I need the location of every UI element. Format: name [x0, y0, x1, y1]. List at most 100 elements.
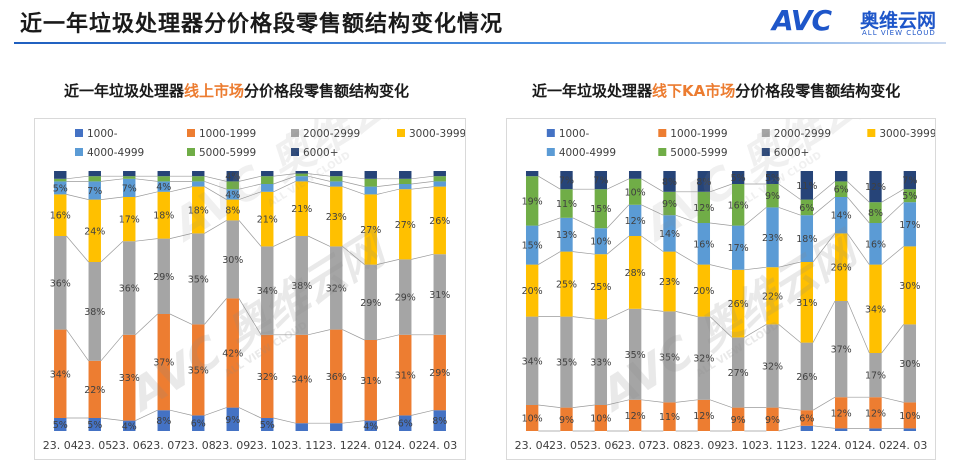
data-label-23-05-2000-2999: 38% — [84, 307, 105, 318]
series-connector-line — [273, 181, 296, 193]
series-connector-line — [135, 191, 158, 198]
series-connector-line — [709, 222, 733, 226]
series-connector-line — [135, 178, 158, 182]
bar-segment-23-06-1000-1999 — [594, 405, 608, 431]
bar-segment-24-01-5000-5999 — [834, 181, 848, 197]
series-connector-line — [100, 178, 124, 182]
series-connector-line — [238, 298, 262, 335]
data-label-24-02-2000-2999: 29% — [395, 293, 416, 304]
series-connector-line — [744, 207, 767, 226]
data-label-23-05-1000-1999: 9% — [559, 415, 574, 426]
bar-segment-24-02-1000-1999 — [399, 334, 412, 416]
bar-segment-24-02-1000 — [869, 428, 882, 431]
data-label-23-10-2000-2999: 27% — [728, 368, 749, 379]
data-label-24-02-2000-2999: 17% — [865, 371, 886, 382]
series-connector-line — [572, 217, 595, 229]
series-connector-line — [778, 324, 801, 343]
bar-segment-23-11-3000-3999 — [295, 181, 308, 236]
data-label-23-06-4000-4999: 7% — [122, 183, 137, 194]
series-connector-line — [307, 175, 331, 182]
bar-segment-23-05-6000 — [88, 171, 101, 177]
data-label-23-06-1000-1999: 10% — [590, 414, 611, 425]
data-label-23-12-2000-2999: 32% — [326, 284, 347, 295]
bar-segment-23-04-5000-5999 — [54, 178, 67, 182]
series-connector-line — [135, 409, 158, 421]
series-connector-line — [606, 204, 630, 229]
x-tick-label-23-04: 23. 04 — [43, 439, 78, 452]
data-label-24-02-3000-3999: 34% — [865, 304, 886, 315]
data-label-24-01-2000-2999: 37% — [831, 345, 852, 356]
x-tick-label-23-05: 23. 05 — [77, 439, 112, 452]
data-label-23-12-1000-1999: 6% — [799, 414, 814, 425]
bar-segment-23-10-2000-2999 — [261, 246, 274, 335]
data-label-23-07-1000-1999: 37% — [153, 358, 174, 369]
data-label-23-04-1000-1999: 10% — [522, 414, 543, 425]
series-connector-line — [812, 181, 836, 200]
bar-segment-23-09-1000 — [226, 407, 239, 431]
x-tick-label-24-02: 24. 02 — [388, 439, 423, 452]
series-connector-line — [100, 334, 124, 362]
bar-segment-24-03-1000-1999 — [903, 402, 917, 429]
series-connector-line — [100, 196, 124, 200]
series-connector-line — [675, 311, 698, 317]
bar-segment-23-09-1000-1999 — [226, 298, 239, 408]
series-connector-line — [606, 308, 630, 320]
data-label-23-10-2000-2999: 34% — [257, 286, 278, 297]
bar-segment-23-06-3000-3999 — [123, 197, 136, 242]
bar-segment-23-12-5000-5999 — [800, 199, 814, 216]
series-connector-line — [812, 300, 836, 343]
data-label-23-07-4000-4999: 4% — [156, 182, 171, 193]
bar-segment-24-03-6000 — [903, 171, 917, 190]
series-connector-line — [709, 316, 733, 338]
data-label-23-06-6000: 7% — [593, 176, 608, 187]
bar-segment-23-08-4000-4999 — [192, 181, 205, 187]
legend-swatch-2000-2999 — [291, 129, 299, 137]
chart-panel-online: 1000- 1000-1999 2000-2999 3000-3999 4000-499… — [34, 118, 466, 460]
bar-segment-23-09-3000-3999 — [226, 199, 239, 221]
data-label-23-11-4000-4999: 23% — [762, 233, 783, 244]
chart-heading-online: 近一年垃圾处理器线上市场分价格段零售额结构变化 — [64, 82, 410, 100]
data-label-23-08-3000-3999: 18% — [188, 206, 209, 217]
series-connector-line — [342, 186, 365, 195]
series-connector-line — [169, 186, 193, 193]
data-label-24-03-2000-2999: 31% — [429, 290, 450, 301]
bar-segment-23-12-4000-4999 — [800, 215, 814, 262]
legend-label-2000-2999: 2000-2999 — [774, 128, 831, 140]
data-label-23-10-4000-4999: 17% — [728, 243, 749, 254]
bar-segment-23-08-5000-5999 — [192, 176, 205, 182]
data-label-23-09-2000-2999: 32% — [693, 354, 714, 365]
bar-segment-24-01-1000-1999 — [364, 340, 377, 421]
legend-swatch-4000-4999 — [75, 148, 83, 156]
bar-segment-24-01-1000 — [834, 428, 848, 431]
bar-segment-23-04-2000-2999 — [525, 316, 539, 405]
bar-segment-24-03-5000-5999 — [903, 189, 917, 203]
x-tick-label-24-03: 24. 03 — [422, 439, 457, 452]
series-connector-line — [881, 188, 904, 203]
data-label-23-11-3000-3999: 21% — [291, 204, 312, 215]
data-label-23-09-1000-1999: 42% — [222, 349, 243, 360]
series-connector-line — [881, 201, 904, 224]
x-tick-label-23-07: 23. 07 — [146, 439, 181, 452]
legend-label-2000-2999: 2000-2999 — [303, 128, 360, 140]
data-label-24-01-3000-3999: 27% — [360, 225, 381, 236]
data-label-23-04-4000-4999: 15% — [522, 241, 543, 252]
legend-label-6000: 6000+ — [303, 147, 339, 159]
data-label-23-11-2000-2999: 38% — [291, 281, 312, 292]
stacked-bar-chart-offline-ka: 1000- 1000-1999 2000-2999 3000-3999 4000-499… — [515, 119, 935, 452]
bar-segment-23-08-2000-2999 — [663, 311, 676, 403]
bar-segment-23-11-4000-4999 — [766, 207, 779, 268]
bar-segment-23-08-3000-3999 — [663, 251, 676, 312]
bar-segment-23-12-1000 — [330, 423, 343, 431]
bar-segment-23-09-3000-3999 — [697, 264, 711, 317]
bar-segment-23-04-1000 — [54, 418, 67, 431]
bar-segment-23-07-1000 — [157, 410, 170, 431]
title-rule — [14, 42, 946, 44]
data-label-23-11-1000-1999: 34% — [291, 375, 312, 386]
bar-segment-23-07-6000 — [628, 171, 642, 179]
bar-segment-23-10-2000-2999 — [731, 337, 745, 408]
bar-segment-23-08-4000-4999 — [663, 215, 676, 252]
data-label-24-02-4000-4999: 16% — [865, 239, 886, 250]
series-connector-line — [709, 264, 733, 271]
bar-segment-23-05-3000-3999 — [88, 199, 101, 262]
bar-segment-23-06-3000-3999 — [594, 254, 608, 320]
